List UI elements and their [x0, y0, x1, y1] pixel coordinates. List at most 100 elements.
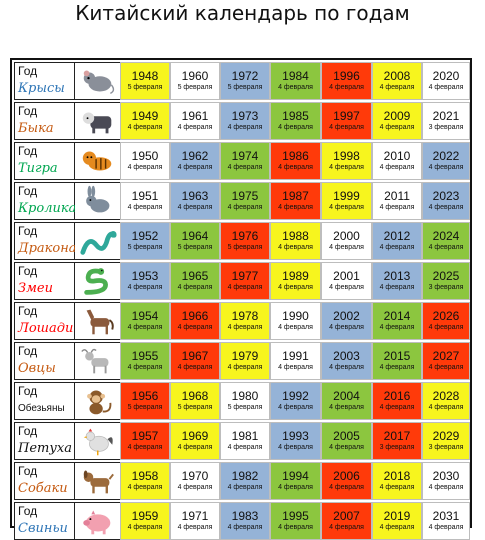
year-number: 1975: [231, 189, 259, 203]
year-number: 1963: [181, 189, 209, 203]
year-cell: 1967 4 февраля: [170, 342, 220, 380]
year-cell: 1969 4 февраля: [170, 422, 220, 460]
start-date: 4 февраля: [177, 164, 213, 171]
year-number: 2023: [432, 189, 460, 203]
year-cell: 2030 4 февраля: [422, 462, 470, 500]
ox-icon: [80, 109, 111, 134]
start-date: 4 февраля: [329, 444, 364, 451]
year-cell: 1994 4 февраля: [270, 462, 321, 500]
year-cell: 1992 4 февраля: [270, 382, 321, 420]
start-date: 4 февраля: [278, 364, 313, 371]
year-cell: 2017 3 февраля: [372, 422, 422, 460]
year-cell: 2011 4 февраля: [372, 182, 422, 220]
year-word: Год: [18, 424, 38, 438]
year-number: 2015: [383, 349, 411, 363]
start-date: 4 февраля: [329, 124, 364, 131]
start-date: 4 февраля: [177, 484, 213, 491]
year-number: 1952: [131, 229, 159, 243]
year-cell: 1998 4 февраля: [321, 142, 372, 180]
animal-image: [75, 62, 120, 100]
year-cell: 1988 4 февраля: [270, 222, 321, 260]
year-number: 1962: [181, 149, 209, 163]
year-cell: 1990 4 февраля: [270, 302, 321, 340]
year-number: 1987: [282, 189, 309, 203]
year-number: 1970: [181, 469, 209, 483]
start-date: 3 февраля: [379, 444, 415, 451]
start-date: 5 февраля: [227, 404, 263, 411]
year-cell: 1987 4 февраля: [270, 182, 321, 220]
year-cell: 1968 5 февраля: [170, 382, 220, 420]
year-word: Год: [18, 64, 38, 78]
year-cell: 2029 3 февраля: [422, 422, 470, 460]
start-date: 4 февраля: [379, 204, 415, 211]
year-cell: 2015 4 февраля: [372, 342, 422, 380]
year-cell: 1964 5 февраля: [170, 222, 220, 260]
year-cell: 2003 4 февраля: [321, 342, 372, 380]
year-cell: 2001 4 февраля: [321, 262, 372, 300]
year-cell: 1955 4 февраля: [120, 342, 170, 380]
animal-image: [75, 222, 120, 260]
start-date: 4 февраля: [379, 404, 415, 411]
start-date: 4 февраля: [278, 404, 313, 411]
year-number: 1958: [131, 469, 159, 483]
animal-image: [75, 262, 120, 300]
year-cell: 1974 4 февраля: [220, 142, 270, 180]
start-date: 4 февраля: [379, 324, 415, 331]
year-cell: 2025 3 февраля: [422, 262, 470, 300]
year-cell: 1982 4 февраля: [220, 462, 270, 500]
rooster-icon: [83, 428, 113, 456]
year-number: 1984: [282, 69, 309, 83]
start-date: 4 февраля: [379, 84, 415, 91]
year-cell: 1979 4 февраля: [220, 342, 270, 380]
year-cell: 2012 4 февраля: [372, 222, 422, 260]
year-number: 1991: [282, 349, 309, 363]
year-number: 2012: [383, 229, 411, 243]
year-cell: 1970 4 февраля: [170, 462, 220, 500]
animal-name: Крысы: [18, 81, 65, 96]
year-cell: 1997 4 февраля: [321, 102, 372, 140]
animal-image: [75, 302, 120, 340]
animal-image: [75, 422, 120, 460]
year-number: 2025: [432, 269, 460, 283]
animal-name: Змеи: [18, 281, 53, 296]
animal-image: [75, 182, 120, 220]
year-number: 2027: [432, 349, 460, 363]
year-cell: 1993 4 февраля: [270, 422, 321, 460]
year-cell: 1996 4 февраля: [321, 62, 372, 100]
year-cell: 1981 4 февраля: [220, 422, 270, 460]
year-cell: 2013 4 февраля: [372, 262, 422, 300]
start-date: 4 февраля: [227, 324, 263, 331]
year-number: 1951: [131, 189, 159, 203]
year-number: 2000: [333, 229, 360, 243]
year-number: 1960: [181, 69, 209, 83]
row-label: Год Змеи: [14, 262, 75, 300]
dragon-icon: [79, 231, 117, 255]
year-number: 1994: [282, 469, 309, 483]
start-date: 4 февраля: [127, 484, 163, 491]
year-number: 1997: [333, 109, 360, 123]
year-number: 1956: [131, 389, 159, 403]
start-date: 4 февраля: [127, 124, 163, 131]
year-number: 1982: [231, 469, 259, 483]
row-label: Год Лошади: [14, 302, 75, 340]
snake-icon: [83, 268, 108, 295]
start-date: 4 февраля: [227, 484, 263, 491]
year-cell: 2018 4 февраля: [372, 462, 422, 500]
year-word: Год: [18, 144, 38, 158]
year-cell: 1966 4 февраля: [170, 302, 220, 340]
year-cell: 1954 4 февраля: [120, 302, 170, 340]
year-cell: 1956 5 февраля: [120, 382, 170, 420]
year-number: 1977: [231, 269, 259, 283]
year-number: 1998: [333, 149, 360, 163]
year-cell: 2021 3 февраля: [422, 102, 470, 140]
year-cell: 2002 4 февраля: [321, 302, 372, 340]
start-date: 4 февраля: [177, 284, 213, 291]
year-number: 2002: [333, 309, 360, 323]
year-number: 2013: [383, 269, 411, 283]
year-cell: 1963 4 февраля: [170, 182, 220, 220]
year-number: 2021: [432, 109, 460, 123]
year-number: 1978: [231, 309, 259, 323]
start-date: 4 февраля: [127, 364, 163, 371]
row-label: Год Овцы: [14, 342, 75, 380]
start-date: 5 февраля: [177, 84, 213, 91]
